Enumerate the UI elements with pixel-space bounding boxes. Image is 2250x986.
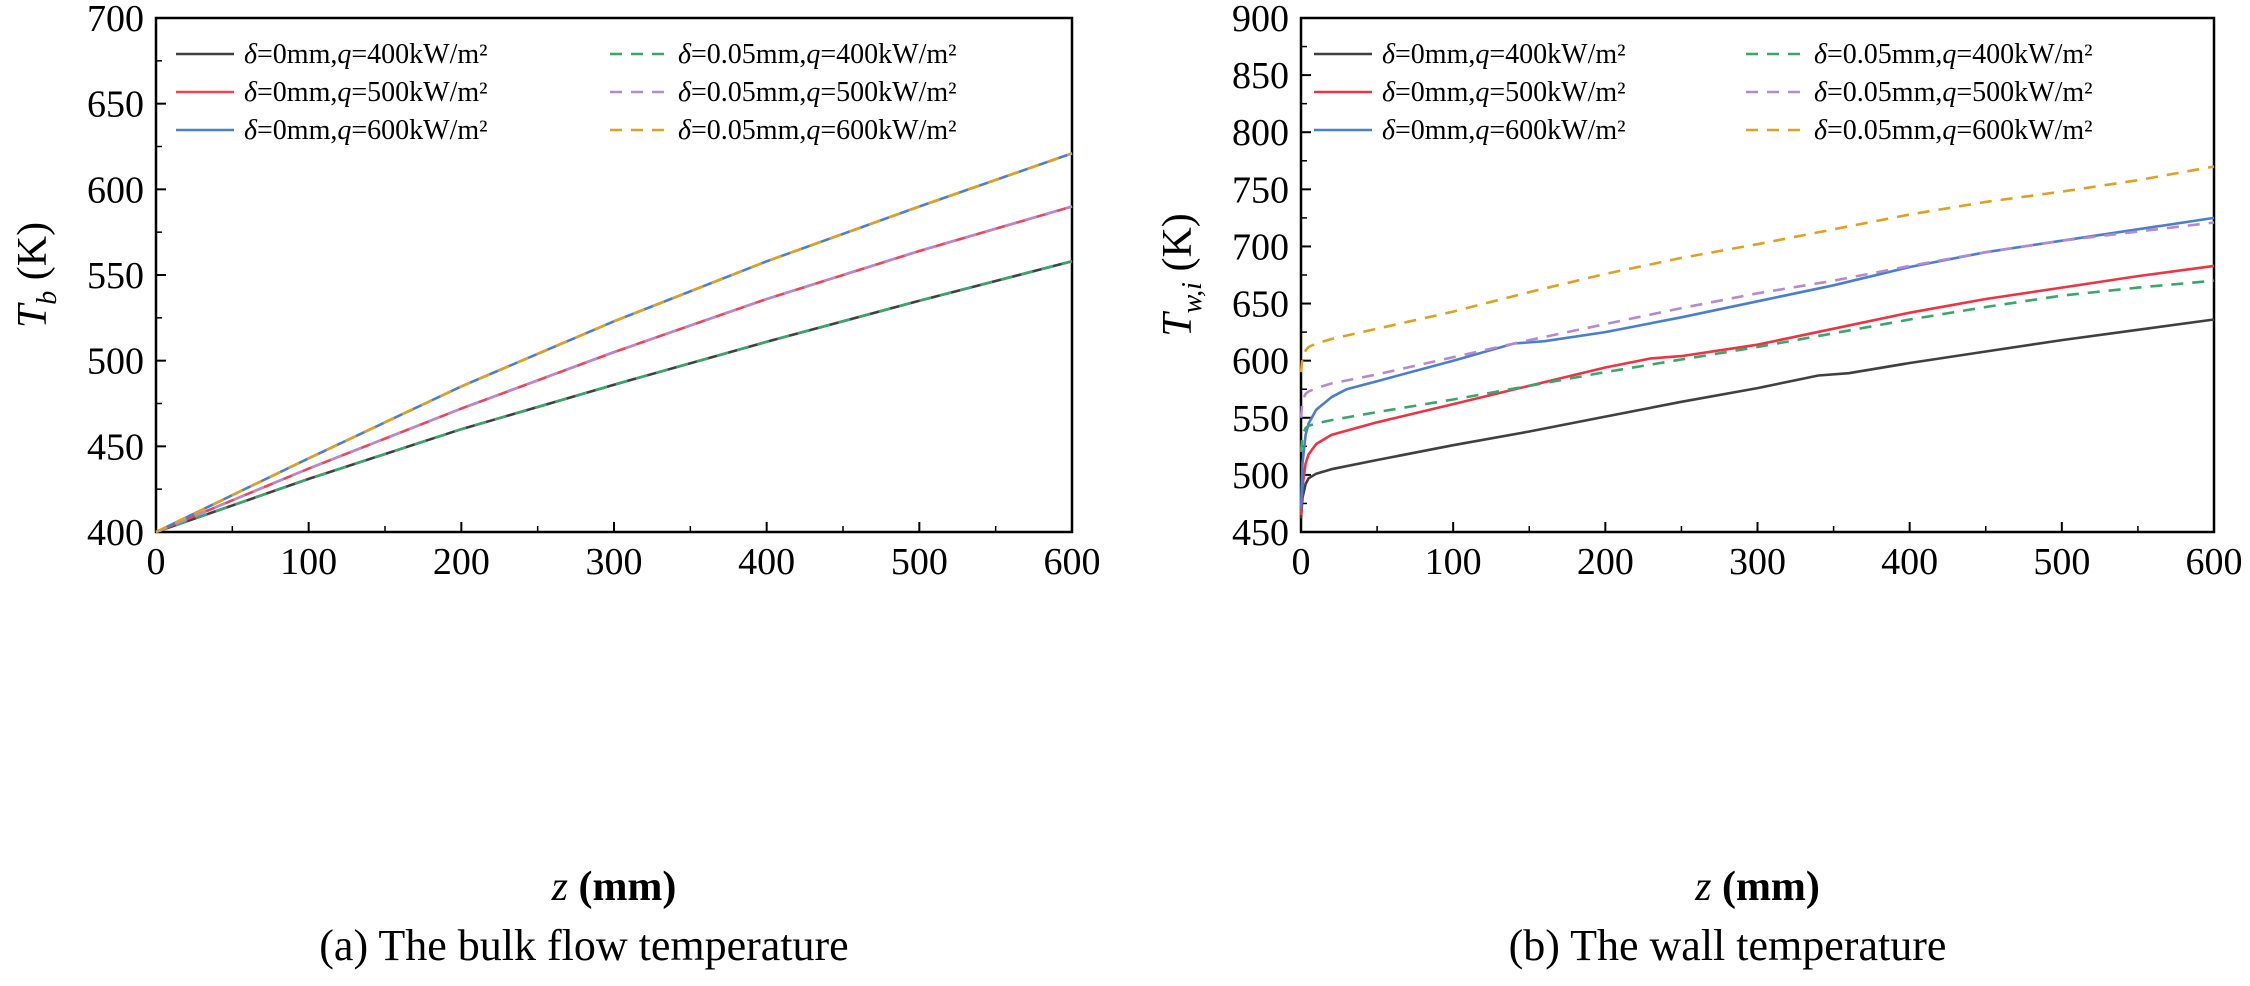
y-tick-label: 450 <box>1232 512 1289 554</box>
y-tick-label: 450 <box>87 426 144 468</box>
x-tick-label: 500 <box>891 541 948 583</box>
legend-label-4: δ=0.05mm,q=500kW/m² <box>678 77 957 108</box>
x-tick-label: 600 <box>2186 541 2243 583</box>
legend-label-5: δ=0.05mm,q=600kW/m² <box>678 115 957 146</box>
x-tick-label: 300 <box>1729 541 1786 583</box>
legend-label-3: δ=0.05mm,q=400kW/m² <box>1814 39 2093 70</box>
x-tick-label: 600 <box>1044 541 1101 583</box>
legend-label-1: δ=0mm,q=500kW/m² <box>244 77 488 108</box>
series-line-5 <box>1299 165 2215 373</box>
y-tick-label: 600 <box>87 169 144 211</box>
panel-a-bulk-flow-temperature: 0 100 200 300 400 500 600 400 450 500 550 600 650 700… <box>10 0 1101 970</box>
legend-label-0: δ=0mm,q=400kW/m² <box>244 39 488 70</box>
x-tick-label: 400 <box>738 541 795 583</box>
series-line-0 <box>1299 318 2215 519</box>
y-tick-label: 700 <box>1232 226 1289 268</box>
panel-caption: (a) The bulk flow temperature <box>319 921 848 970</box>
x-tick-label: 100 <box>280 541 337 583</box>
y-tick-label: 850 <box>1232 55 1289 97</box>
y-tick-label: 600 <box>1232 341 1289 383</box>
y-tick-label: 650 <box>87 84 144 126</box>
y-axis-label: Tw,i (K) <box>1155 213 1208 337</box>
panel-caption: (b) The wall temperature <box>1509 921 1947 970</box>
x-tick-label: 0 <box>147 541 166 583</box>
legend-label-0: δ=0mm,q=400kW/m² <box>1382 39 1626 70</box>
series-line-2 <box>1299 216 2215 510</box>
legend-label-4: δ=0.05mm,q=500kW/m² <box>1814 77 2093 108</box>
series-line-4 <box>155 205 1073 534</box>
x-axis-label: z (mm) <box>551 864 677 910</box>
y-tick-label: 900 <box>1232 0 1289 40</box>
y-tick-label: 500 <box>1232 455 1289 497</box>
legend-label-2: δ=0mm,q=600kW/m² <box>1382 115 1626 146</box>
x-tick-label: 200 <box>1577 541 1634 583</box>
series-line-3 <box>155 260 1073 534</box>
y-tick-label: 750 <box>1232 169 1289 211</box>
y-tick-label: 400 <box>87 512 144 554</box>
series-line-4 <box>1299 221 2215 418</box>
legend-label-3: δ=0.05mm,q=400kW/m² <box>678 39 957 70</box>
legend-label-1: δ=0mm,q=500kW/m² <box>1382 77 1626 108</box>
series-line-1 <box>1299 264 2215 515</box>
x-tick-label: 0 <box>1292 541 1311 583</box>
x-axis-label: z (mm) <box>1694 864 1820 910</box>
y-tick-label: 550 <box>1232 398 1289 440</box>
y-axis-label: Tb (K) <box>10 222 63 328</box>
x-tick-label: 200 <box>433 541 490 583</box>
x-tick-label: 300 <box>586 541 643 583</box>
series-line-0 <box>155 260 1073 534</box>
y-tick-label: 650 <box>1232 284 1289 326</box>
x-tick-label: 100 <box>1425 541 1482 583</box>
y-tick-label: 550 <box>87 255 144 297</box>
panel-b-wall-temperature: 0 100 200 300 400 500 600 450 500 550 600 650 700 750… <box>1155 0 2243 970</box>
x-tick-label: 500 <box>2033 541 2090 583</box>
y-tick-label: 700 <box>87 0 144 40</box>
series-line-3 <box>1299 279 2215 453</box>
series-line-5 <box>155 152 1073 534</box>
legend-label-2: δ=0mm,q=600kW/m² <box>244 115 488 146</box>
y-tick-label: 500 <box>87 341 144 383</box>
legend-label-5: δ=0.05mm,q=600kW/m² <box>1814 115 2093 146</box>
x-tick-label: 400 <box>1881 541 1938 583</box>
y-tick-label: 800 <box>1232 112 1289 154</box>
